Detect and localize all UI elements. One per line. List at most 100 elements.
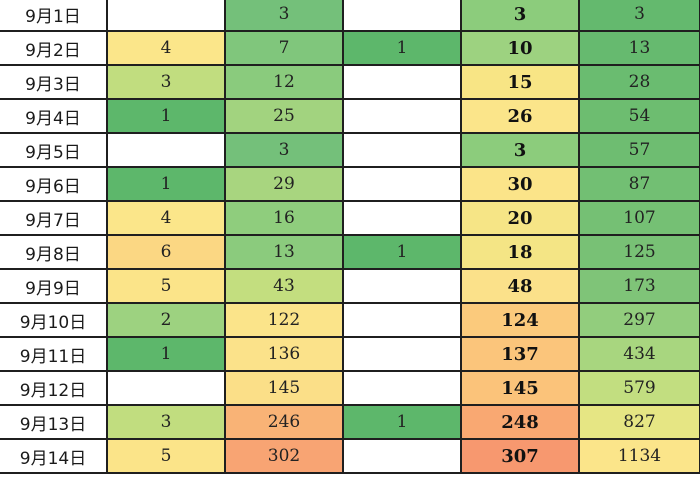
cumulative-cell[interactable]: 107 xyxy=(578,200,700,236)
cumulative-cell[interactable]: 125 xyxy=(578,234,700,270)
cumulative-cell[interactable]: 1134 xyxy=(578,438,700,474)
col-a-cell[interactable]: 4 xyxy=(106,30,226,66)
table-row: 9月1日 3 3 3 xyxy=(0,0,700,32)
col-c-cell[interactable] xyxy=(342,370,462,406)
cumulative-cell[interactable]: 28 xyxy=(578,64,700,100)
cumulative-cell[interactable]: 434 xyxy=(578,336,700,372)
col-b-cell[interactable]: 122 xyxy=(224,302,344,338)
col-c-cell[interactable] xyxy=(342,64,462,100)
col-b-cell[interactable]: 136 xyxy=(224,336,344,372)
date-cell[interactable]: 9月6日 xyxy=(0,166,108,202)
date-cell[interactable]: 9月7日 xyxy=(0,200,108,236)
total-cell[interactable]: 15 xyxy=(460,64,580,100)
col-b-cell[interactable]: 7 xyxy=(224,30,344,66)
total-cell[interactable]: 20 xyxy=(460,200,580,236)
date-cell[interactable]: 9月2日 xyxy=(0,30,108,66)
col-c-cell[interactable]: 1 xyxy=(342,234,462,270)
col-b-cell[interactable]: 43 xyxy=(224,268,344,304)
cumulative-cell[interactable]: 3 xyxy=(578,0,700,32)
col-c-cell[interactable] xyxy=(342,132,462,168)
total-cell[interactable]: 307 xyxy=(460,438,580,474)
col-a-cell[interactable] xyxy=(106,370,226,406)
col-a-cell[interactable]: 1 xyxy=(106,336,226,372)
date-cell[interactable]: 9月1日 xyxy=(0,0,108,32)
col-c-cell[interactable] xyxy=(342,268,462,304)
date-cell[interactable]: 9月13日 xyxy=(0,404,108,440)
table-row: 9月12日 145 145 579 xyxy=(0,370,700,406)
table-row: 9月8日 6 13 1 18 125 xyxy=(0,234,700,270)
table-row: 9月4日 1 25 26 54 xyxy=(0,98,700,134)
date-cell[interactable]: 9月8日 xyxy=(0,234,108,270)
date-cell[interactable]: 9月4日 xyxy=(0,98,108,134)
col-b-cell[interactable]: 29 xyxy=(224,166,344,202)
col-c-cell[interactable]: 1 xyxy=(342,30,462,66)
col-c-cell[interactable] xyxy=(342,438,462,474)
cumulative-cell[interactable]: 297 xyxy=(578,302,700,338)
table-row: 9月14日 5 302 307 1134 xyxy=(0,438,700,474)
cumulative-cell[interactable]: 54 xyxy=(578,98,700,134)
total-cell[interactable]: 124 xyxy=(460,302,580,338)
date-cell[interactable]: 9月11日 xyxy=(0,336,108,372)
table-row: 9月9日 5 43 48 173 xyxy=(0,268,700,304)
col-c-cell[interactable] xyxy=(342,98,462,134)
table-row: 9月6日 1 29 30 87 xyxy=(0,166,700,202)
col-c-cell[interactable] xyxy=(342,302,462,338)
col-c-cell[interactable] xyxy=(342,0,462,32)
total-cell[interactable]: 3 xyxy=(460,132,580,168)
total-cell[interactable]: 48 xyxy=(460,268,580,304)
col-c-cell[interactable] xyxy=(342,200,462,236)
date-cell[interactable]: 9月3日 xyxy=(0,64,108,100)
col-b-cell[interactable]: 12 xyxy=(224,64,344,100)
col-b-cell[interactable]: 145 xyxy=(224,370,344,406)
col-b-cell[interactable]: 16 xyxy=(224,200,344,236)
total-cell[interactable]: 18 xyxy=(460,234,580,270)
total-cell[interactable]: 10 xyxy=(460,30,580,66)
col-a-cell[interactable] xyxy=(106,0,226,32)
col-b-cell[interactable]: 3 xyxy=(224,132,344,168)
cumulative-cell[interactable]: 579 xyxy=(578,370,700,406)
table-row: 9月5日 3 3 57 xyxy=(0,132,700,168)
total-cell[interactable]: 145 xyxy=(460,370,580,406)
col-b-cell[interactable]: 302 xyxy=(224,438,344,474)
col-c-cell[interactable] xyxy=(342,336,462,372)
col-a-cell[interactable]: 1 xyxy=(106,166,226,202)
col-a-cell[interactable]: 3 xyxy=(106,404,226,440)
col-b-cell[interactable]: 246 xyxy=(224,404,344,440)
table-row: 9月3日 3 12 15 28 xyxy=(0,64,700,100)
table-body: 9月1日 3 3 3 9月2日 4 7 1 10 13 9月3日 3 12 15 28 9月4日 1 25 26 54… xyxy=(0,0,700,474)
total-cell[interactable]: 30 xyxy=(460,166,580,202)
col-a-cell[interactable]: 5 xyxy=(106,438,226,474)
col-b-cell[interactable]: 13 xyxy=(224,234,344,270)
col-c-cell[interactable] xyxy=(342,166,462,202)
table-row: 9月11日 1 136 137 434 xyxy=(0,336,700,372)
date-cell[interactable]: 9月9日 xyxy=(0,268,108,304)
total-cell[interactable]: 3 xyxy=(460,0,580,32)
date-cell[interactable]: 9月5日 xyxy=(0,132,108,168)
col-b-cell[interactable]: 3 xyxy=(224,0,344,32)
date-cell[interactable]: 9月14日 xyxy=(0,438,108,474)
total-cell[interactable]: 26 xyxy=(460,98,580,134)
col-a-cell[interactable] xyxy=(106,132,226,168)
total-cell[interactable]: 248 xyxy=(460,404,580,440)
cumulative-cell[interactable]: 87 xyxy=(578,166,700,202)
col-a-cell[interactable]: 4 xyxy=(106,200,226,236)
col-a-cell[interactable]: 6 xyxy=(106,234,226,270)
col-a-cell[interactable]: 3 xyxy=(106,64,226,100)
data-table: 9月1日 3 3 3 9月2日 4 7 1 10 13 9月3日 3 12 15 28 9月4日 1 25 26 54… xyxy=(0,0,700,474)
cumulative-cell[interactable]: 827 xyxy=(578,404,700,440)
col-b-cell[interactable]: 25 xyxy=(224,98,344,134)
table-row: 9月2日 4 7 1 10 13 xyxy=(0,30,700,66)
cumulative-cell[interactable]: 13 xyxy=(578,30,700,66)
date-cell[interactable]: 9月12日 xyxy=(0,370,108,406)
table-row: 9月10日 2 122 124 297 xyxy=(0,302,700,338)
table-row: 9月7日 4 16 20 107 xyxy=(0,200,700,236)
col-a-cell[interactable]: 2 xyxy=(106,302,226,338)
total-cell[interactable]: 137 xyxy=(460,336,580,372)
date-cell[interactable]: 9月10日 xyxy=(0,302,108,338)
col-a-cell[interactable]: 1 xyxy=(106,98,226,134)
table-row: 9月13日 3 246 1 248 827 xyxy=(0,404,700,440)
col-a-cell[interactable]: 5 xyxy=(106,268,226,304)
col-c-cell[interactable]: 1 xyxy=(342,404,462,440)
cumulative-cell[interactable]: 173 xyxy=(578,268,700,304)
cumulative-cell[interactable]: 57 xyxy=(578,132,700,168)
